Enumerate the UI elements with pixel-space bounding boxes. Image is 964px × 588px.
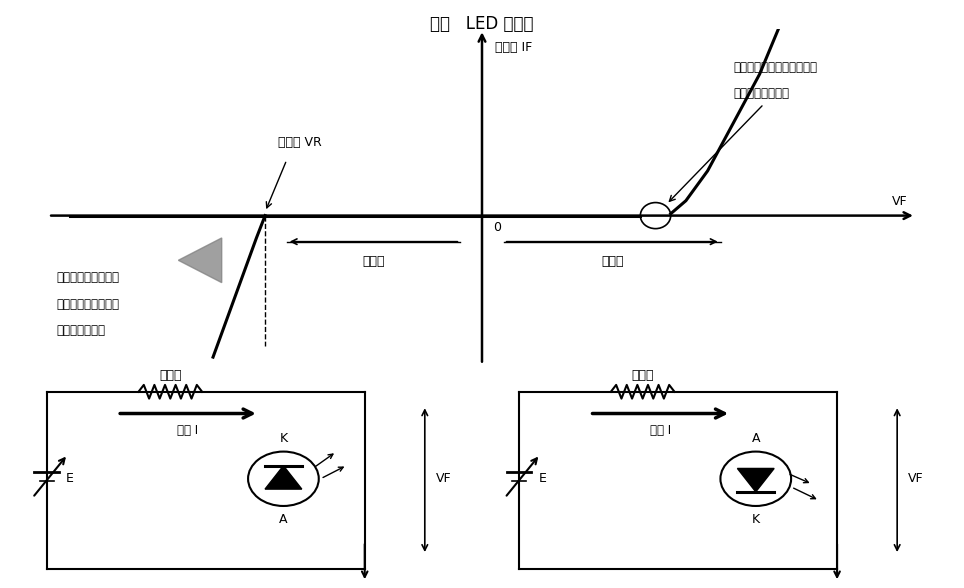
Text: 0: 0 <box>493 221 501 234</box>
Text: VF: VF <box>908 472 924 485</box>
Text: 逆方向: 逆方向 <box>159 369 181 382</box>
Text: 電流が流れ始める: 電流が流れ始める <box>734 87 790 100</box>
Polygon shape <box>178 238 222 283</box>
Text: K: K <box>752 513 760 526</box>
Text: これ以上の逆電圧で: これ以上の逆電圧で <box>57 272 120 285</box>
Text: 流れて破壊する: 流れて破壊する <box>57 323 106 336</box>
Text: 電流 I: 電流 I <box>177 425 199 437</box>
Text: A: A <box>280 513 287 526</box>
Text: VF: VF <box>436 472 451 485</box>
Text: VF: VF <box>892 195 907 208</box>
Text: 順方向: 順方向 <box>601 255 624 268</box>
Text: ある値以上の順方向電圧で: ある値以上の順方向電圧で <box>734 61 817 74</box>
Text: 逆方向: 逆方向 <box>362 255 385 268</box>
Text: 図３   LED の特性: 図３ LED の特性 <box>430 15 534 33</box>
Text: E: E <box>538 472 547 485</box>
Text: A: A <box>752 432 760 445</box>
Text: 順電流 IF: 順電流 IF <box>495 41 532 54</box>
Text: 逆電圧 VR: 逆電圧 VR <box>278 136 322 149</box>
Polygon shape <box>737 469 774 492</box>
Polygon shape <box>265 466 302 489</box>
Text: 逆方向に過大電流が: 逆方向に過大電流が <box>57 298 120 310</box>
Text: 順方向: 順方向 <box>631 369 654 382</box>
Text: 電流 I: 電流 I <box>650 425 671 437</box>
Text: E: E <box>66 472 74 485</box>
Text: K: K <box>280 432 287 445</box>
